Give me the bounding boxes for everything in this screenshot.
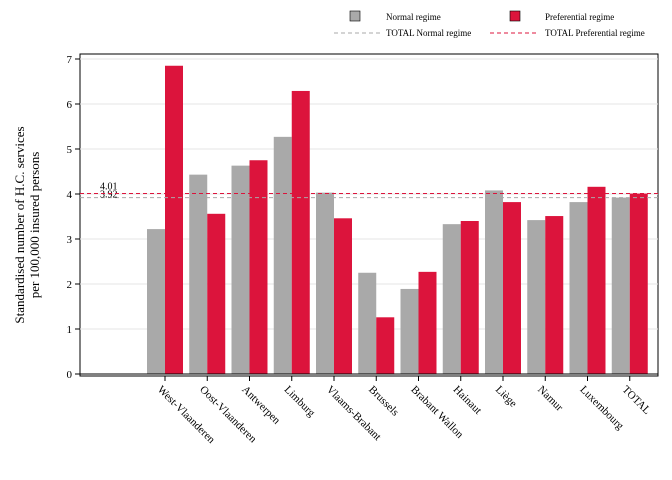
category-label: Limburg [282, 384, 318, 420]
bar-preferential [503, 202, 521, 374]
y-tick-label: 0 [67, 369, 73, 381]
y-axis-title-line2: per 100,000 insured persons [27, 152, 42, 299]
y-tick-label: 1 [67, 324, 73, 336]
y-tick-label: 4 [67, 189, 73, 201]
bar-preferential [418, 271, 437, 374]
category-label: Brussels [366, 384, 401, 419]
bar-normal [611, 197, 630, 374]
legend-label-preferential: Preferential regime [545, 12, 614, 22]
legend: Normal regime Preferential regime TOTAL … [334, 10, 645, 38]
category-label: Antwerpen [239, 384, 282, 427]
legend-swatch-preferential [509, 10, 521, 22]
category-label: Namur [535, 384, 565, 414]
y-tick-label: 5 [67, 144, 73, 156]
bar-normal [400, 288, 419, 374]
bars [147, 65, 648, 374]
bar-normal [316, 192, 334, 374]
bar-preferential [587, 186, 606, 374]
bar-preferential [249, 160, 268, 374]
y-axis: 0 1 2 3 4 5 6 7 [67, 54, 658, 381]
bar-preferential [376, 317, 395, 374]
y-tick-label: 7 [67, 54, 73, 66]
y-tick-label: 3 [67, 234, 73, 246]
bar-normal [485, 190, 503, 374]
y-tick-label: 2 [67, 279, 73, 291]
y-tick-label: 6 [67, 99, 73, 111]
bar-normal [147, 229, 165, 374]
legend-swatch-normal [349, 10, 361, 22]
category-label: Liège [493, 384, 519, 410]
category-label: Luxembourg [577, 384, 626, 433]
bar-preferential [334, 218, 352, 374]
legend-label-normal: Normal regime [386, 12, 441, 22]
bar-preferential [460, 221, 479, 374]
bar-preferential [629, 193, 648, 374]
bar-normal [569, 202, 588, 374]
bar-preferential [165, 65, 183, 374]
y-axis-title-line1: Standardised number of H.C. services [12, 126, 27, 323]
bar-normal [273, 136, 292, 374]
bar-normal [442, 224, 461, 374]
reference-lines: 3.924.01 [80, 182, 658, 201]
bar-preferential [207, 213, 226, 374]
bar-normal [189, 174, 208, 374]
reference-line-label: 4.01 [100, 182, 118, 193]
bar-normal [358, 272, 377, 374]
bar-preferential [545, 216, 564, 374]
category-label: Hainaut [451, 384, 484, 417]
bar-preferential [291, 90, 310, 374]
legend-label-total-normal: TOTAL Normal regime [386, 28, 471, 38]
bar-normal [231, 165, 250, 374]
category-label: TOTAL [620, 384, 653, 417]
legend-label-total-preferential: TOTAL Preferential regime [545, 28, 645, 38]
bar-normal [527, 220, 546, 374]
reference-line-label: 3.92 [100, 190, 118, 201]
